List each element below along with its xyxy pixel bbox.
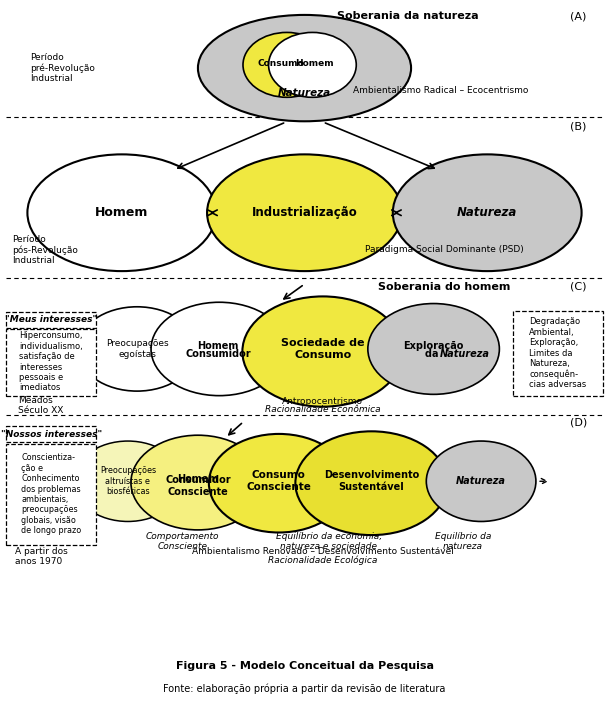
Text: Período
pós-Revolução
Industrial: Período pós-Revolução Industrial bbox=[12, 235, 78, 265]
Text: Degradação
Ambiental,
Exploração,
Limites da
Natureza,
consequên-
cias adversas: Degradação Ambiental, Exploração, Limite… bbox=[529, 317, 586, 389]
Text: Consumidor: Consumidor bbox=[185, 349, 251, 359]
Text: Hiperconsumo,
individualismo,
satisfação de
interesses
pessoais e
imediatos: Hiperconsumo, individualismo, satisfação… bbox=[19, 331, 83, 393]
Text: Exploração: Exploração bbox=[403, 341, 464, 351]
Text: Consumo: Consumo bbox=[258, 59, 304, 68]
Text: Desenvolvimento
Sustentável: Desenvolvimento Sustentável bbox=[324, 470, 419, 492]
Text: Consumidor
Consciente: Consumidor Consciente bbox=[165, 475, 231, 496]
Text: Homem: Homem bbox=[295, 59, 334, 68]
Text: Período
pré-Revolução
Industrial: Período pré-Revolução Industrial bbox=[30, 53, 96, 83]
Text: Racionalidade Ecológica: Racionalidade Ecológica bbox=[268, 556, 378, 565]
Text: Homem: Homem bbox=[177, 474, 219, 484]
Text: Homem: Homem bbox=[197, 341, 239, 351]
Text: Fonte: elaboração própria a partir da revisão de literatura: Fonte: elaboração própria a partir da re… bbox=[163, 684, 446, 694]
Text: Ambientalismo Renovado – Desenvolvimento Sustentável: Ambientalismo Renovado – Desenvolvimento… bbox=[192, 547, 454, 556]
Text: Equilíbrio da
natureza: Equilíbrio da natureza bbox=[435, 532, 491, 551]
Text: Natureza: Natureza bbox=[457, 207, 517, 219]
Ellipse shape bbox=[368, 304, 499, 394]
Text: "Meus interesses": "Meus interesses" bbox=[5, 315, 97, 324]
Text: (D): (D) bbox=[570, 418, 587, 428]
Ellipse shape bbox=[27, 154, 216, 271]
Bar bbox=[6, 312, 96, 329]
Text: Industrialização: Industrialização bbox=[252, 207, 357, 219]
Text: Comportamento
Consciente: Comportamento Consciente bbox=[146, 532, 219, 551]
Ellipse shape bbox=[393, 154, 582, 271]
Ellipse shape bbox=[295, 431, 448, 535]
Text: (A): (A) bbox=[571, 11, 586, 21]
Text: Homem: Homem bbox=[95, 207, 149, 219]
Text: da: da bbox=[425, 349, 442, 359]
Text: Sociedade de
Consumo: Sociedade de Consumo bbox=[281, 338, 365, 360]
Text: Natureza: Natureza bbox=[440, 349, 490, 359]
Bar bbox=[513, 312, 603, 396]
Ellipse shape bbox=[426, 441, 536, 522]
Ellipse shape bbox=[269, 32, 356, 97]
Bar bbox=[6, 444, 96, 545]
Text: Conscientiza-
ção e
Conhecimento
dos problemas
ambientais,
preocupações
globais,: Conscientiza- ção e Conhecimento dos pro… bbox=[21, 453, 81, 535]
Ellipse shape bbox=[77, 307, 197, 391]
Text: Consumo
Consciente: Consumo Consciente bbox=[247, 470, 311, 492]
Text: Preocupações
egoístas: Preocupações egoístas bbox=[106, 339, 168, 359]
Ellipse shape bbox=[73, 441, 183, 522]
Ellipse shape bbox=[131, 435, 265, 530]
Text: Meados
Século XX: Meados Século XX bbox=[18, 396, 64, 415]
Text: Figura 5 - Modelo Conceitual da Pesquisa: Figura 5 - Modelo Conceitual da Pesquisa bbox=[175, 661, 434, 670]
Text: "Nossos interesses": "Nossos interesses" bbox=[1, 430, 102, 439]
Text: Preocupações
altruístas e
biosféricas: Preocupações altruístas e biosféricas bbox=[100, 467, 156, 496]
Bar bbox=[6, 426, 96, 442]
Text: Soberania do homem: Soberania do homem bbox=[378, 282, 511, 292]
Ellipse shape bbox=[151, 302, 287, 396]
Ellipse shape bbox=[207, 154, 402, 271]
Text: Ambientalismo Radical – Ecocentrismo: Ambientalismo Radical – Ecocentrismo bbox=[353, 86, 529, 95]
Text: Soberania da natureza: Soberania da natureza bbox=[337, 11, 479, 21]
Text: Paradigma Social Dominante (PSD): Paradigma Social Dominante (PSD) bbox=[365, 245, 524, 255]
Text: Equilíbrio da economia,
natureza e sociedade: Equilíbrio da economia, natureza e socie… bbox=[276, 532, 382, 551]
Text: Antropocentrismo: Antropocentrismo bbox=[282, 397, 364, 406]
Text: (C): (C) bbox=[570, 282, 587, 292]
Text: Natureza: Natureza bbox=[278, 87, 331, 98]
Bar bbox=[6, 329, 96, 396]
Text: (B): (B) bbox=[571, 121, 586, 131]
Ellipse shape bbox=[243, 32, 331, 97]
Text: Natureza: Natureza bbox=[456, 477, 506, 486]
Ellipse shape bbox=[198, 15, 411, 121]
Ellipse shape bbox=[242, 296, 403, 407]
Text: A partir dos
anos 1970: A partir dos anos 1970 bbox=[15, 547, 68, 566]
Text: Racionalidade Econômica: Racionalidade Econômica bbox=[265, 405, 381, 414]
Ellipse shape bbox=[209, 434, 349, 532]
